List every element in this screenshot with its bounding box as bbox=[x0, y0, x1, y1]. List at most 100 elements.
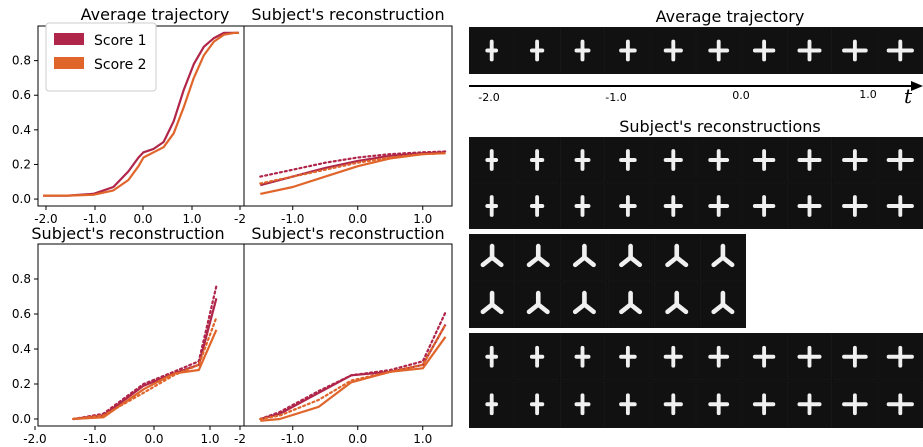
thumbnail bbox=[832, 380, 878, 428]
x-tick-label: 1.0 bbox=[200, 432, 219, 446]
thumbnail bbox=[877, 183, 923, 229]
reconstructions-title: Subject's reconstructions bbox=[619, 117, 821, 136]
thumbnail bbox=[469, 183, 515, 229]
series-line-score-1 bbox=[73, 298, 218, 421]
glyph-bar bbox=[762, 345, 767, 368]
glyph-arm bbox=[572, 255, 587, 268]
thumbnail bbox=[514, 183, 560, 229]
thumbnail bbox=[786, 137, 832, 183]
glyph-bar bbox=[807, 149, 812, 171]
thumbnail bbox=[696, 27, 742, 74]
thumbnail-strip-2 bbox=[469, 137, 923, 229]
glyph-bar bbox=[852, 195, 857, 217]
y-tick-label: 0.4 bbox=[12, 342, 31, 356]
chart-panel-2: Subject's reconstruction -1.0 0.0 1.0 bbox=[243, 5, 453, 226]
glyph-bar bbox=[489, 195, 494, 217]
x-tick-label: 0.0 bbox=[144, 432, 163, 446]
chart-title: Subject's reconstruction bbox=[31, 224, 224, 243]
glyph-bar bbox=[671, 195, 676, 217]
series-line-score-1-dotted bbox=[259, 150, 447, 178]
thumbnail bbox=[653, 281, 700, 328]
glyph-bar bbox=[580, 195, 585, 217]
glyph-bar bbox=[489, 393, 494, 416]
glyph-arm bbox=[619, 302, 633, 315]
legend-swatch-score-2 bbox=[54, 57, 84, 69]
glyph-arm bbox=[711, 255, 726, 268]
legend: Score 1 Score 2 bbox=[45, 22, 157, 92]
thumbnail bbox=[741, 27, 787, 74]
glyph-bar bbox=[762, 393, 767, 416]
time-tick-label: -2.0 bbox=[478, 91, 499, 104]
glyph-bar bbox=[580, 39, 585, 62]
series-line-score-1-dotted bbox=[259, 311, 447, 421]
thumbnail bbox=[877, 137, 923, 183]
series-line-score-2 bbox=[260, 152, 446, 195]
glyph-bar bbox=[489, 345, 494, 368]
glyph-arm bbox=[572, 302, 587, 315]
glyph-bar bbox=[580, 393, 585, 416]
thumbnail-strip-4 bbox=[469, 333, 923, 428]
thumbnail bbox=[514, 380, 560, 428]
glyph-bar bbox=[671, 345, 676, 368]
x-tick-label: -1.0 bbox=[83, 432, 106, 446]
thumbnail bbox=[469, 333, 515, 381]
thumbnail bbox=[605, 183, 651, 229]
glyph-bar bbox=[535, 149, 540, 171]
x-tick-label: -2.0 bbox=[23, 432, 46, 446]
y-tick-label: 0.4 bbox=[12, 123, 31, 137]
x-tick-label: 1.0 bbox=[182, 212, 201, 226]
glyph-bar bbox=[716, 149, 721, 171]
glyph-arm bbox=[665, 255, 680, 268]
glyph-bar bbox=[898, 345, 903, 368]
thumbnail bbox=[786, 183, 832, 229]
glyph-bar bbox=[852, 393, 857, 416]
x-tick-label: -2 bbox=[234, 432, 246, 446]
x-tick-label: -1.0 bbox=[281, 212, 304, 226]
thumbnail bbox=[605, 137, 651, 183]
chart-panel-4: Subject's reconstruction -1.0 0.0 1.0 bbox=[243, 224, 453, 446]
glyph-bar bbox=[671, 39, 676, 62]
thumbnail bbox=[832, 333, 878, 381]
thumbnail bbox=[559, 380, 605, 428]
glyph-bar bbox=[489, 39, 494, 62]
chart-title: Average trajectory bbox=[81, 5, 230, 24]
glyph-bar bbox=[671, 149, 676, 171]
x-tick-label: -2 bbox=[234, 212, 246, 226]
glyph-bar bbox=[807, 345, 812, 368]
thumbnail bbox=[832, 183, 878, 229]
thumbnail-strip-1 bbox=[469, 27, 923, 74]
glyph-bar bbox=[580, 345, 585, 368]
thumbnail bbox=[650, 183, 696, 229]
thumbnail bbox=[741, 183, 787, 229]
thumbnail bbox=[653, 234, 700, 281]
y-tick-label: 0.8 bbox=[12, 272, 31, 286]
thumbnail bbox=[607, 234, 654, 281]
glyph-bar bbox=[625, 345, 630, 368]
image-strips bbox=[469, 27, 923, 428]
glyph-bar bbox=[807, 393, 812, 416]
y-tick-label: 0.0 bbox=[12, 412, 31, 426]
glyph-bar bbox=[535, 195, 540, 217]
series-line-score-2-dotted bbox=[259, 323, 447, 421]
glyph-bar bbox=[625, 393, 630, 416]
time-tick-label: -1.0 bbox=[605, 91, 626, 104]
thumbnail bbox=[650, 380, 696, 428]
y-tick-label: 0.2 bbox=[12, 377, 31, 391]
y-tick-label: 0.8 bbox=[12, 54, 31, 68]
glyph-bar bbox=[762, 39, 767, 62]
thumbnail-cell bbox=[696, 137, 742, 183]
glyph-arm bbox=[711, 302, 726, 315]
line-charts: Average trajectory 0.0 0.2 0.4 0.6 0.8 -2.0 -1.… bbox=[12, 5, 453, 446]
thumbnail bbox=[696, 137, 742, 183]
glyph-bar bbox=[716, 195, 721, 217]
thumbnail bbox=[696, 333, 742, 381]
glyph-bar bbox=[671, 393, 676, 416]
glyph-bar bbox=[625, 39, 630, 62]
thumbnail bbox=[786, 27, 832, 74]
legend-label-score-1: Score 1 bbox=[94, 33, 147, 49]
legend-label-score-2: Score 2 bbox=[94, 57, 147, 73]
x-tick-label: -2.0 bbox=[34, 212, 57, 226]
thumbnail bbox=[786, 380, 832, 428]
x-tick-label: -1.0 bbox=[281, 432, 304, 446]
